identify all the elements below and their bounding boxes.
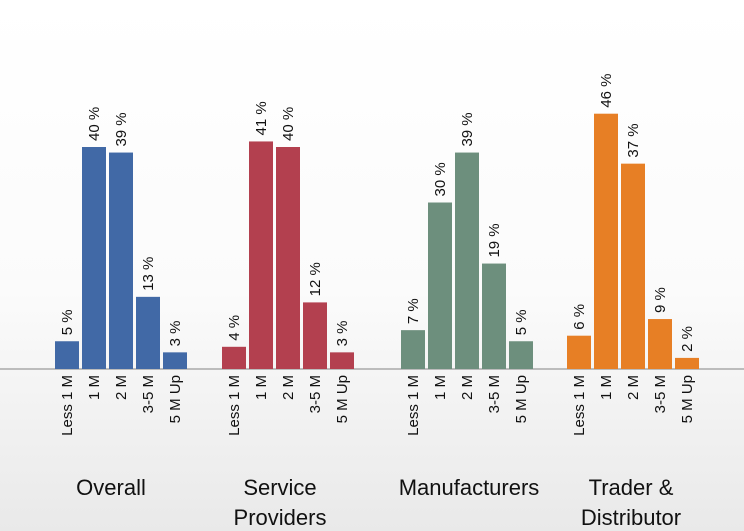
data-label: 39 % — [459, 112, 476, 146]
bar — [82, 147, 106, 369]
category-tick-label: Less 1 M — [571, 375, 588, 436]
data-label: 30 % — [432, 162, 449, 196]
category-tick-label: Less 1 M — [226, 375, 243, 436]
bar — [621, 163, 645, 369]
category-tick-label: Less 1 M — [405, 375, 422, 436]
data-label: 37 % — [625, 123, 642, 157]
group-label: Trader & — [589, 475, 674, 500]
group-label: Manufacturers — [399, 475, 540, 500]
data-label: 7 % — [405, 298, 422, 324]
bar — [249, 141, 273, 369]
category-tick-label: 1 M — [598, 375, 615, 400]
bar — [222, 346, 246, 369]
data-label: 5 % — [59, 309, 76, 335]
bar — [401, 330, 425, 369]
bar — [330, 352, 354, 369]
bar — [136, 296, 160, 369]
bar — [594, 113, 618, 369]
bar — [276, 147, 300, 369]
category-tick-label: 5 M Up — [679, 375, 696, 423]
bar — [675, 357, 699, 369]
data-label: 3 % — [167, 320, 184, 346]
bar — [509, 341, 533, 369]
data-label: 5 % — [513, 309, 530, 335]
bars-layer — [55, 113, 699, 369]
bar — [109, 152, 133, 369]
data-label: 2 % — [679, 326, 696, 352]
bar — [567, 335, 591, 369]
category-tick-label: 2 M — [459, 375, 476, 400]
data-label: 46 % — [598, 73, 615, 107]
group-label: Distributor — [581, 505, 681, 530]
data-label: 4 % — [226, 315, 243, 341]
bar — [455, 152, 479, 369]
category-tick-label: 5 M Up — [513, 375, 530, 423]
category-tick-label: 3-5 M — [140, 375, 157, 413]
data-label: 12 % — [307, 262, 324, 296]
bar — [482, 263, 506, 369]
category-tick-label: 3-5 M — [486, 375, 503, 413]
bar — [55, 341, 79, 369]
category-tick-label: 5 M Up — [167, 375, 184, 423]
data-label: 40 % — [86, 107, 103, 141]
data-label: 41 % — [253, 101, 270, 135]
category-tick-label: 1 M — [432, 375, 449, 400]
group-label: Providers — [234, 505, 327, 530]
data-label: 13 % — [140, 257, 157, 291]
group-label: Service — [243, 475, 316, 500]
data-label: 40 % — [280, 107, 297, 141]
labels-layer: 5 % Less 1 M 40 % 1 M 39 % 2 M 13 % 3-5 M 3 % 5 M… — [59, 73, 696, 530]
category-tick-label: 1 M — [86, 375, 103, 400]
data-label: 3 % — [334, 320, 351, 346]
category-tick-label: 2 M — [280, 375, 297, 400]
bar — [648, 319, 672, 369]
category-tick-label: 3-5 M — [307, 375, 324, 413]
group-label: Overall — [76, 475, 146, 500]
data-label: 9 % — [652, 287, 669, 313]
bar — [163, 352, 187, 369]
data-label: 39 % — [113, 112, 130, 146]
data-label: 6 % — [571, 304, 588, 330]
category-tick-label: 2 M — [113, 375, 130, 400]
data-label: 19 % — [486, 223, 503, 257]
category-tick-label: 3-5 M — [652, 375, 669, 413]
category-tick-label: 2 M — [625, 375, 642, 400]
bar — [428, 202, 452, 369]
bar — [303, 302, 327, 369]
category-tick-label: Less 1 M — [59, 375, 76, 436]
category-tick-label: 5 M Up — [334, 375, 351, 423]
category-tick-label: 1 M — [253, 375, 270, 400]
